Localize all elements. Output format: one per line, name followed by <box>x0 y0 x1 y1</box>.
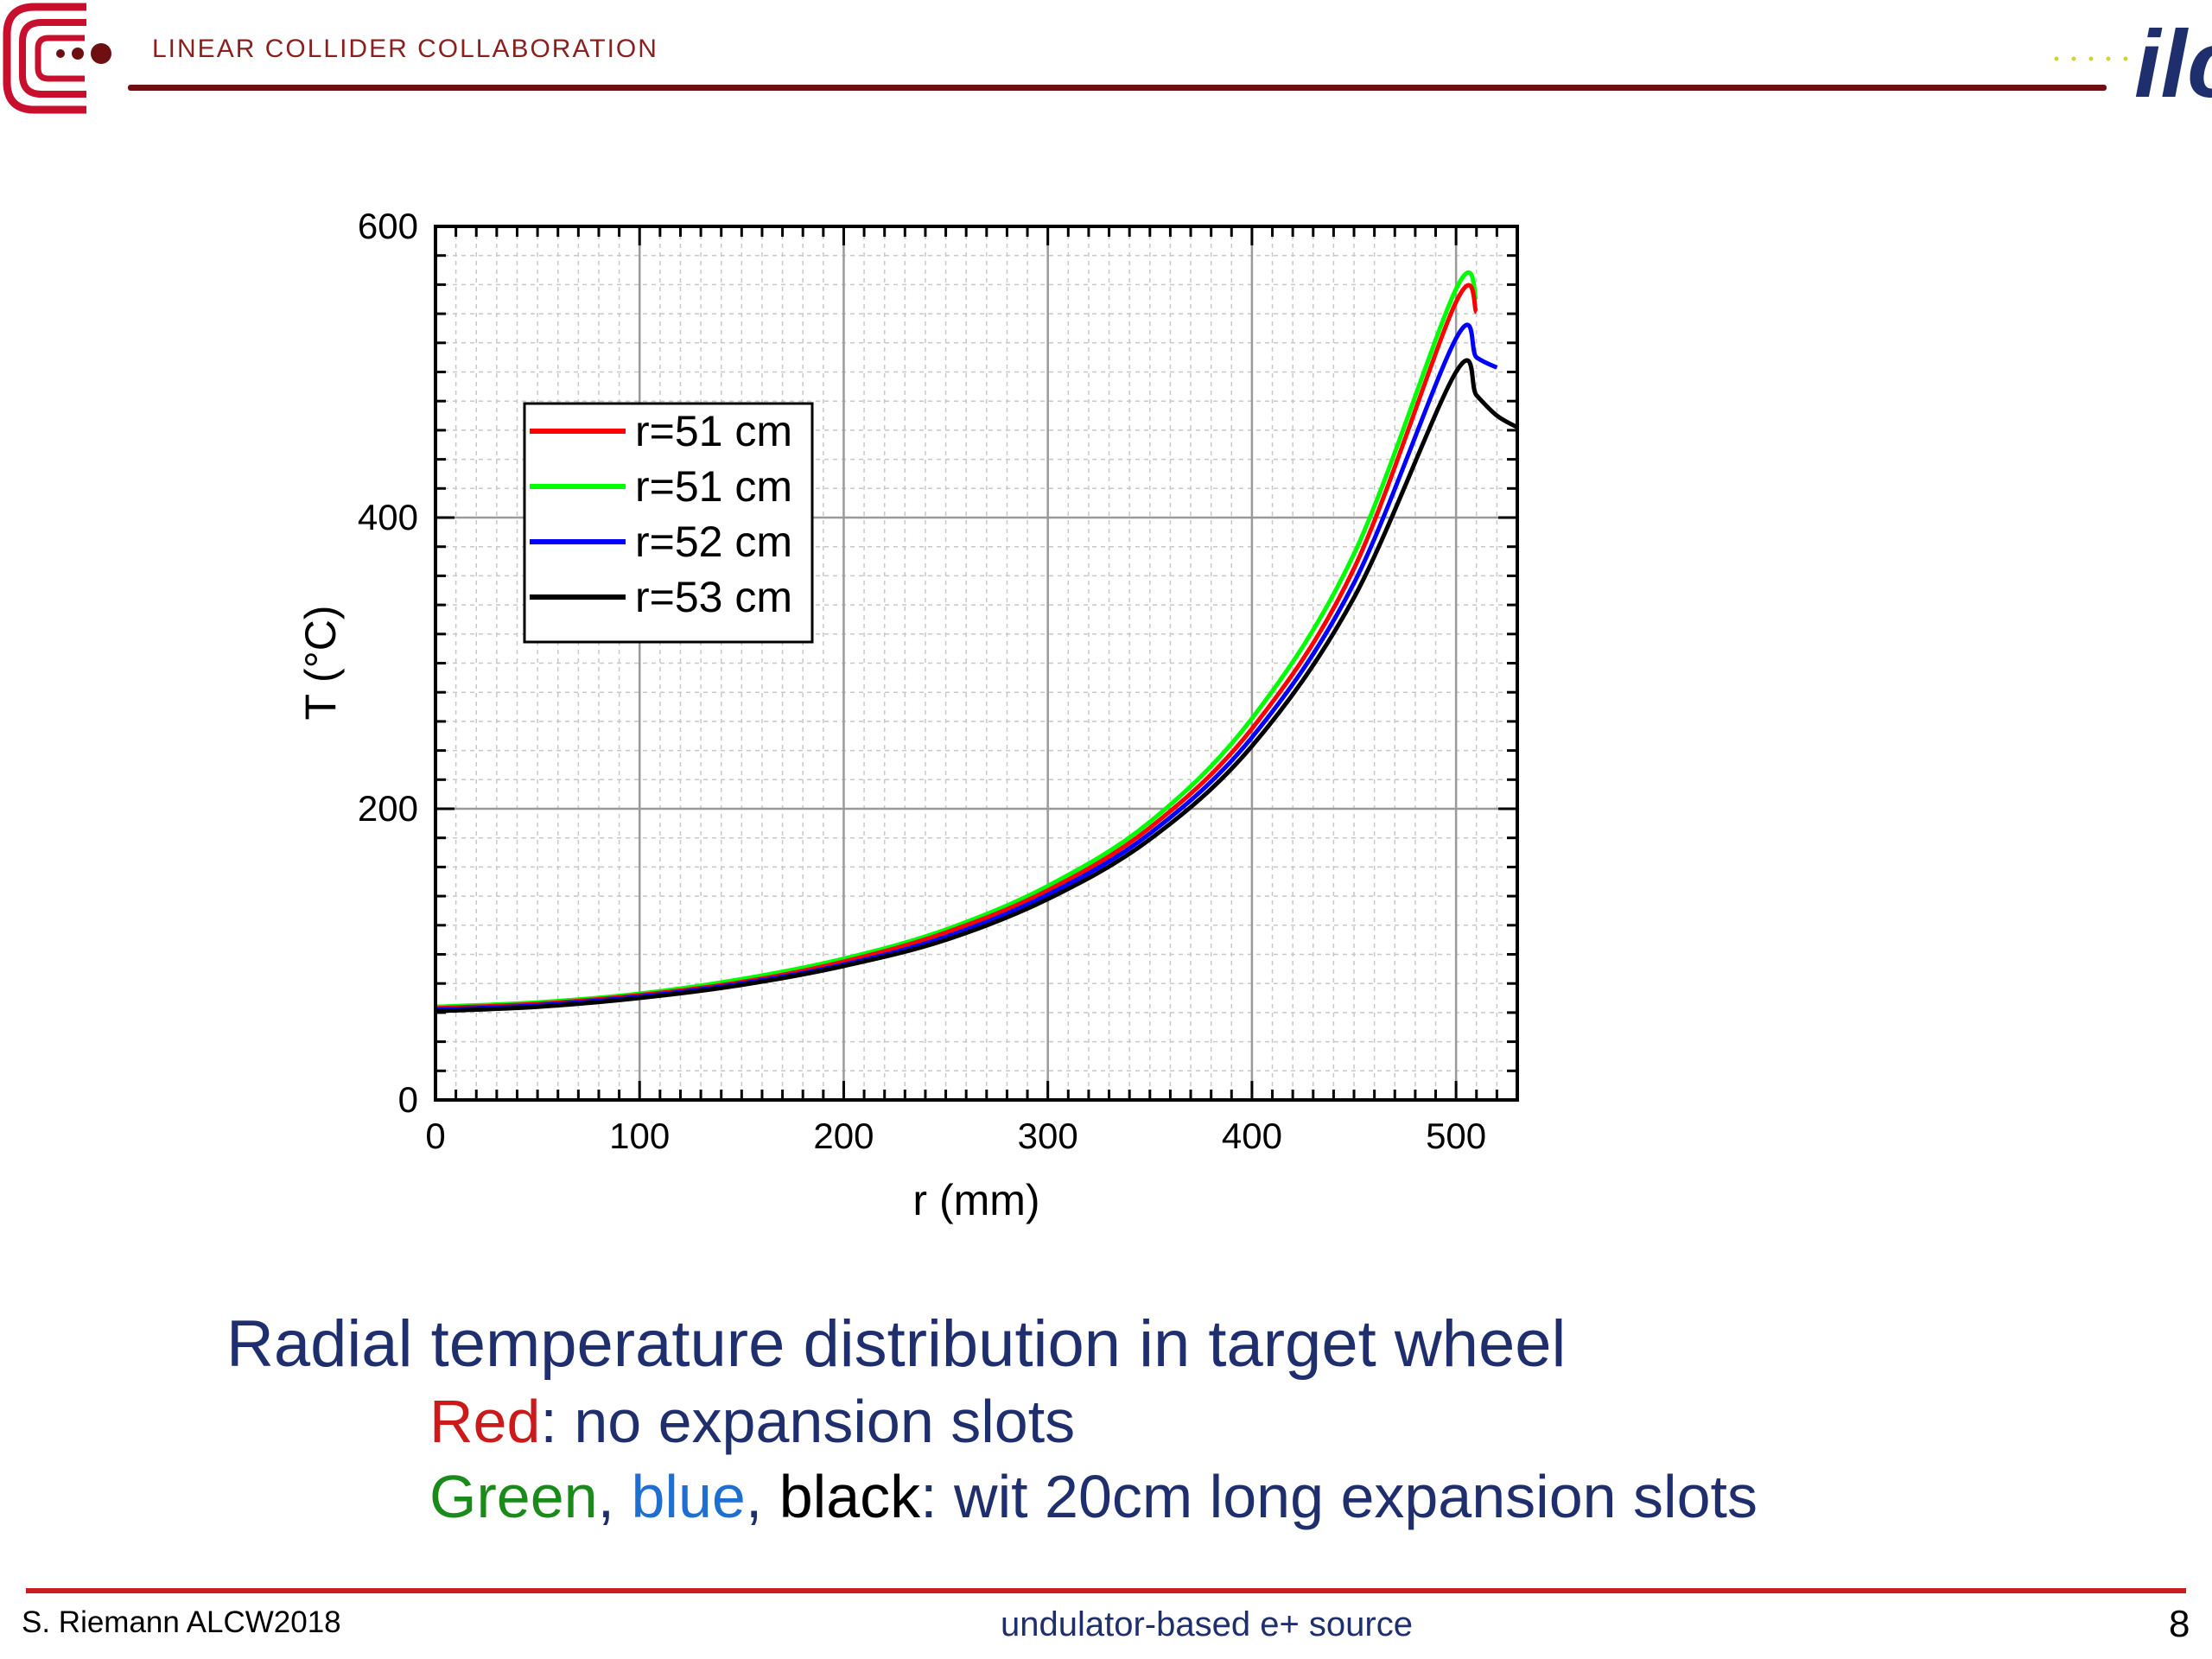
x-tick-label: 400 <box>1222 1116 1282 1156</box>
caption-line2-rest: : wit 20cm long expansion slots <box>920 1463 1758 1530</box>
x-axis-label: r (mm) <box>912 1176 1039 1224</box>
caption-sep-2: , <box>745 1463 779 1530</box>
caption-title: Radial temperature distribution in targe… <box>226 1307 1567 1381</box>
x-tick-label: 0 <box>425 1116 445 1156</box>
footer-rule <box>26 1588 2186 1593</box>
header-rule <box>128 85 2107 91</box>
y-tick-label: 400 <box>358 497 418 537</box>
y-axis-label: T (°C) <box>296 606 345 721</box>
org-name: LINEAR COLLIDER COLLABORATION <box>152 35 658 63</box>
caption-green-word: Green <box>429 1463 598 1530</box>
caption-black-word: black <box>779 1463 921 1530</box>
ilc-logo-text: ilc <box>2134 11 2212 108</box>
x-tick-label: 200 <box>813 1116 874 1156</box>
caption-sep-1: , <box>597 1463 632 1530</box>
series-lines <box>435 270 1519 1014</box>
plot-frame <box>434 225 1519 1102</box>
temperature-chart: 0 100 200 300 400 500 0 200 400 600 r (mm) T (°C)… <box>296 206 1519 1224</box>
legend-label: r=52 cm <box>635 518 792 566</box>
x-tick-label: 500 <box>1426 1116 1486 1156</box>
ilc-logo-icon: ilc <box>2054 11 2212 108</box>
legend: r=51 cm r=51 cm r=52 cm r=53 cm <box>523 402 814 644</box>
footer-author: S. Riemann ALCW2018 <box>22 1605 341 1639</box>
x-tick-label: 300 <box>1018 1116 1078 1156</box>
y-tick-label: 0 <box>398 1079 418 1120</box>
caption-blue-word: blue <box>631 1463 746 1530</box>
lcc-logo-icon <box>3 3 111 114</box>
footer-topic: undulator-based e+ source <box>1001 1605 1413 1643</box>
y-tick-label: 200 <box>358 788 418 829</box>
series-line-4 <box>435 358 1519 1014</box>
legend-label: r=53 cm <box>635 573 792 621</box>
tick-labels: 0 100 200 300 400 500 0 200 400 600 <box>358 206 1486 1156</box>
legend-label: r=51 cm <box>635 462 792 511</box>
page-number: 8 <box>2169 1603 2190 1645</box>
caption-line-slots: Green, blue, black: wit 20cm long expans… <box>429 1462 1758 1531</box>
y-tick-label: 600 <box>358 206 418 246</box>
caption-line1-rest: : no expansion slots <box>540 1388 1076 1455</box>
grid-minor <box>435 226 1517 1100</box>
legend-label: r=51 cm <box>635 407 792 455</box>
caption-line-red: Red: no expansion slots <box>429 1387 1075 1456</box>
legend-box <box>523 402 814 644</box>
caption-red-word: Red <box>429 1388 541 1455</box>
x-tick-label: 100 <box>609 1116 670 1156</box>
